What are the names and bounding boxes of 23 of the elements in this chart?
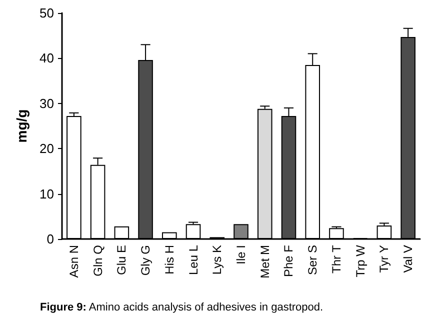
x-tick-label: Ser S bbox=[306, 245, 320, 276]
x-tick-label: Lys K bbox=[210, 245, 224, 275]
x-tick-label: Tyr Y bbox=[377, 245, 392, 273]
caption: Figure 9: Amino acids analysis of adhesives in gastropod. bbox=[40, 302, 324, 314]
y-tick-label: 0 bbox=[46, 232, 54, 246]
x-tick-label: Asn N bbox=[66, 245, 81, 278]
x-tick-label: Gly G bbox=[138, 245, 153, 276]
x-tick-label: Glu E bbox=[114, 245, 129, 276]
y-axis-title: mg/g bbox=[14, 109, 30, 143]
x-tick-label: Met M bbox=[258, 245, 272, 278]
x-tick-label: Phe F bbox=[282, 245, 296, 278]
y-tick-label: 40 bbox=[40, 50, 54, 66]
x-tick-label: His H bbox=[162, 245, 176, 274]
y-tick-label: 50 bbox=[40, 6, 54, 20]
y-tick-label: 10 bbox=[40, 186, 54, 202]
x-tick-label: Ile I bbox=[234, 245, 248, 264]
x-tick-label: Thr T bbox=[329, 244, 344, 274]
y-tick-label: 20 bbox=[40, 141, 54, 156]
y-tick-label: 30 bbox=[40, 96, 54, 111]
x-tick-label: Gln Q bbox=[90, 245, 105, 276]
x-tick-label: Val V bbox=[401, 245, 416, 273]
x-tick-label: Leu L bbox=[186, 244, 200, 276]
x-tick-label: Trp W bbox=[353, 244, 368, 278]
